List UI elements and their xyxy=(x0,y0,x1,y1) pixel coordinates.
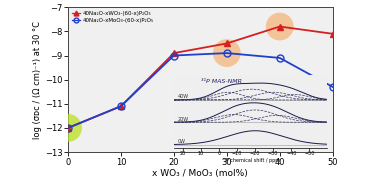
X-axis label: x WO₃ / MoO₃ (mol%): x WO₃ / MoO₃ (mol%) xyxy=(152,169,248,178)
Y-axis label: log (σᴅᴄ / (Ω cm)⁻¹) at 30 °C: log (σᴅᴄ / (Ω cm)⁻¹) at 30 °C xyxy=(33,21,42,139)
Point xyxy=(224,52,230,54)
Point xyxy=(277,25,283,28)
Legend: 40Na₂O-xWO₃-(60-x)P₂O₅, 40Na₂O-xMoO₃-(60-x)P₂O₅: 40Na₂O-xWO₃-(60-x)P₂O₅, 40Na₂O-xMoO₃-(60… xyxy=(71,10,155,24)
Point xyxy=(65,127,71,129)
